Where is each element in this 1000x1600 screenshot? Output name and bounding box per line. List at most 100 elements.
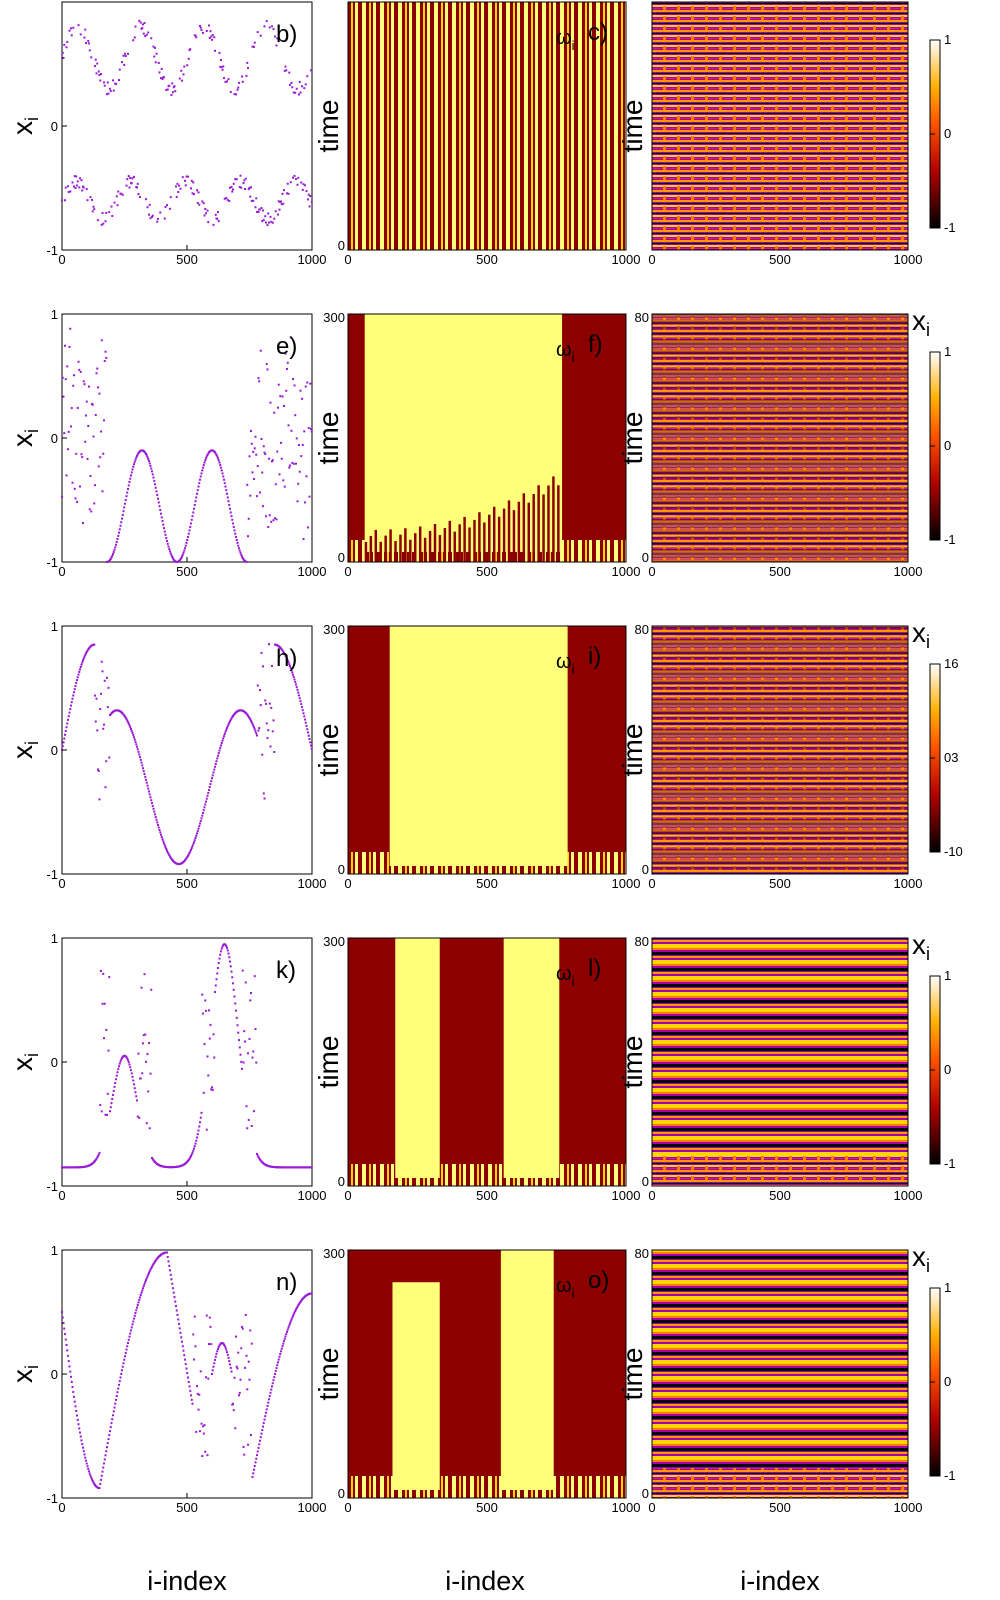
- data-point: [73, 688, 76, 691]
- data-point: [166, 851, 169, 854]
- data-point: [250, 1434, 252, 1437]
- data-point: [280, 1347, 283, 1350]
- data-point: [151, 804, 154, 807]
- data-point: [132, 465, 135, 468]
- data-point: [264, 452, 267, 455]
- colorbar-tick-label: 0: [944, 1374, 951, 1389]
- data-point: [261, 1429, 264, 1432]
- data-point: [120, 192, 123, 195]
- data-point: [67, 718, 69, 721]
- data-point: [101, 1470, 104, 1473]
- data-point: [81, 661, 84, 664]
- data-point: [259, 704, 262, 707]
- data-point: [88, 49, 91, 52]
- data-point: [61, 51, 64, 54]
- data-point: [196, 830, 199, 833]
- omega-label: ωi: [556, 27, 575, 53]
- data-point: [226, 1353, 229, 1356]
- x-tick-label: 500: [769, 876, 791, 891]
- data-point: [86, 457, 89, 460]
- data-point: [131, 1075, 134, 1078]
- data-point: [237, 86, 240, 89]
- data-point: [179, 1331, 182, 1334]
- data-point: [142, 1042, 144, 1045]
- data-point: [229, 91, 232, 94]
- data-point: [194, 34, 197, 37]
- data-point: [306, 381, 309, 384]
- plot-frame: [651, 1249, 909, 1499]
- data-point: [244, 177, 247, 180]
- data-point: [193, 1147, 195, 1150]
- data-point: [93, 208, 96, 211]
- plot-frame: [61, 313, 313, 563]
- data-point: [148, 1270, 151, 1273]
- data-point: [166, 1251, 168, 1254]
- data-point: [254, 1461, 257, 1464]
- data-point: [178, 184, 180, 187]
- data-point: [139, 1077, 142, 1080]
- data-point: [89, 196, 92, 199]
- data-point: [301, 85, 303, 88]
- data-point: [184, 858, 187, 861]
- data-point: [107, 92, 110, 95]
- data-point: [187, 532, 190, 535]
- data-point: [239, 174, 242, 177]
- data-point: [223, 77, 225, 80]
- data-point: [310, 1166, 313, 1169]
- data-point: [268, 1398, 270, 1401]
- data-point: [95, 72, 98, 75]
- data-point: [109, 1430, 111, 1433]
- colorbar-tick-label: -10: [944, 844, 963, 859]
- data-point: [121, 193, 124, 196]
- data-point: [125, 1056, 128, 1059]
- data-point: [124, 502, 126, 505]
- colorbar-tick-label: -1: [944, 532, 956, 547]
- data-point: [115, 195, 118, 198]
- transient-stripe: [374, 529, 378, 562]
- omega-yellow-block: [503, 938, 560, 1178]
- data-point: [307, 734, 310, 737]
- data-point: [75, 452, 78, 455]
- data-point: [165, 536, 168, 539]
- data-point: [190, 1153, 193, 1156]
- data-point: [214, 984, 217, 987]
- data-point: [146, 456, 149, 459]
- data-point: [244, 188, 246, 191]
- data-point: [208, 1037, 211, 1040]
- data-point: [229, 965, 232, 968]
- data-point: [248, 717, 251, 720]
- data-point: [228, 503, 231, 506]
- colorbar-tick-label: 03: [944, 750, 958, 765]
- data-point: [196, 489, 199, 492]
- data-point: [157, 61, 160, 64]
- data-point: [245, 1354, 248, 1357]
- data-point: [99, 456, 102, 459]
- data-point: [127, 1338, 130, 1341]
- data-point: [71, 481, 74, 484]
- data-point: [217, 962, 220, 965]
- data-point: [208, 24, 210, 27]
- data-point: [130, 729, 133, 732]
- data-point: [230, 185, 233, 188]
- data-point: [76, 406, 79, 409]
- data-point: [139, 1294, 142, 1297]
- y-axis-label: time: [313, 724, 344, 777]
- data-point: [148, 462, 151, 465]
- data-point: [198, 482, 201, 485]
- data-point: [171, 82, 174, 85]
- data-point: [180, 556, 183, 559]
- data-point: [200, 1422, 203, 1425]
- data-point: [157, 497, 159, 500]
- data-point: [310, 747, 313, 750]
- omega-yellow-block: [500, 1250, 554, 1490]
- data-point: [277, 1361, 279, 1364]
- data-point: [113, 1085, 116, 1088]
- data-point: [70, 407, 73, 410]
- data-point: [230, 970, 233, 973]
- data-point: [243, 1453, 246, 1456]
- data-point: [96, 367, 99, 370]
- data-point: [80, 453, 83, 456]
- data-point: [256, 495, 258, 498]
- data-point: [204, 207, 207, 210]
